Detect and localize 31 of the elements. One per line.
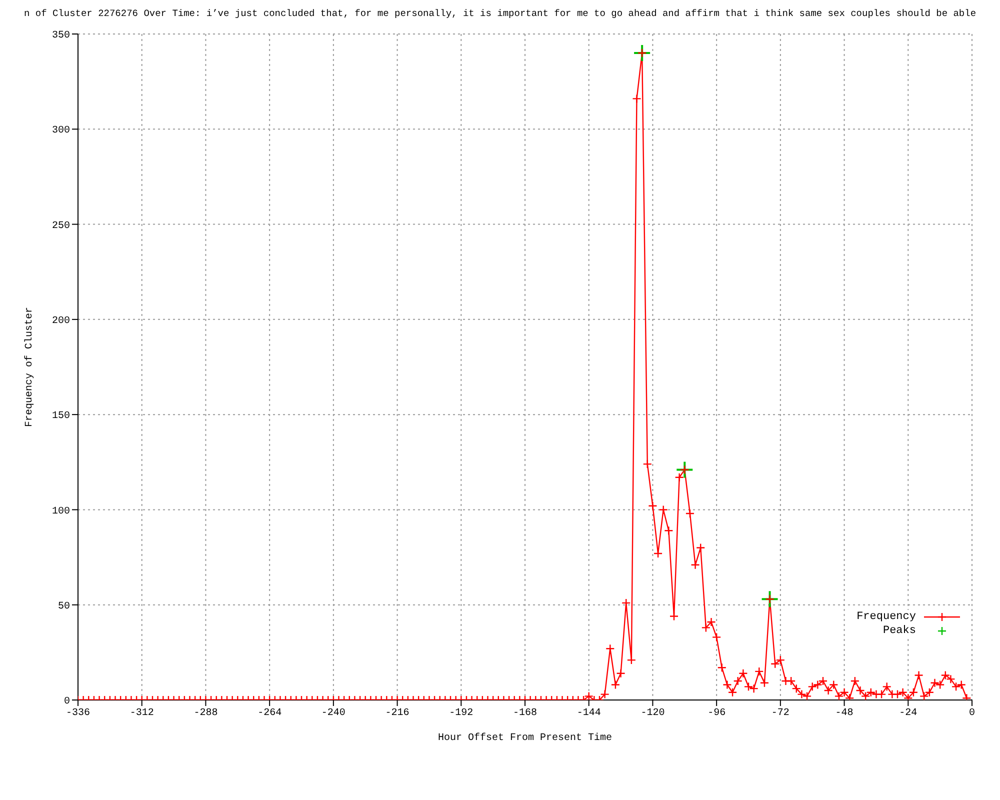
x-tick-label: -48: [835, 708, 854, 720]
y-tick-label: 100: [52, 506, 70, 518]
legend-label: Frequency: [856, 611, 916, 623]
x-tick-label: -288: [194, 708, 218, 720]
x-tick-label: -216: [385, 708, 410, 720]
y-tick-label: 50: [58, 601, 70, 612]
y-tick-label: 150: [52, 411, 70, 422]
point: [633, 44, 652, 62]
legend-label: Peaks: [882, 625, 916, 637]
y-tick-label: 350: [52, 30, 70, 42]
x-tick-label: 0: [968, 708, 976, 720]
chart-title: n of Cluster 2276276 Over Time: i’ve just concluded that, for me personally, it is important for me to go ahead and affirm that i think same sex couples should be able: [22, 8, 978, 21]
point: [760, 590, 779, 608]
x-tick-label: -312: [130, 708, 154, 720]
x-tick-label: -168: [512, 708, 538, 720]
x-tick-label: -144: [576, 708, 601, 720]
x-tick-label: -192: [449, 708, 474, 720]
x-tick-label: -24: [899, 708, 918, 720]
point: [676, 460, 694, 479]
y-tick-label: 200: [52, 316, 70, 327]
x-tick-label: -240: [321, 708, 346, 720]
x-tick-label: -72: [771, 708, 790, 720]
x-tick-label: -264: [258, 708, 282, 720]
x-tick-label: -336: [66, 708, 90, 720]
x-tick-label: -96: [708, 708, 726, 720]
y-tick-label: 250: [52, 220, 70, 232]
x-axis-title: Hour Offset From Present Time: [438, 732, 612, 744]
x-tick-label: -120: [640, 708, 665, 720]
y-tick-label: 0: [64, 696, 70, 708]
y-tick-label: 300: [52, 126, 70, 137]
y-axis-title: Frequency of Cluster: [24, 306, 36, 428]
